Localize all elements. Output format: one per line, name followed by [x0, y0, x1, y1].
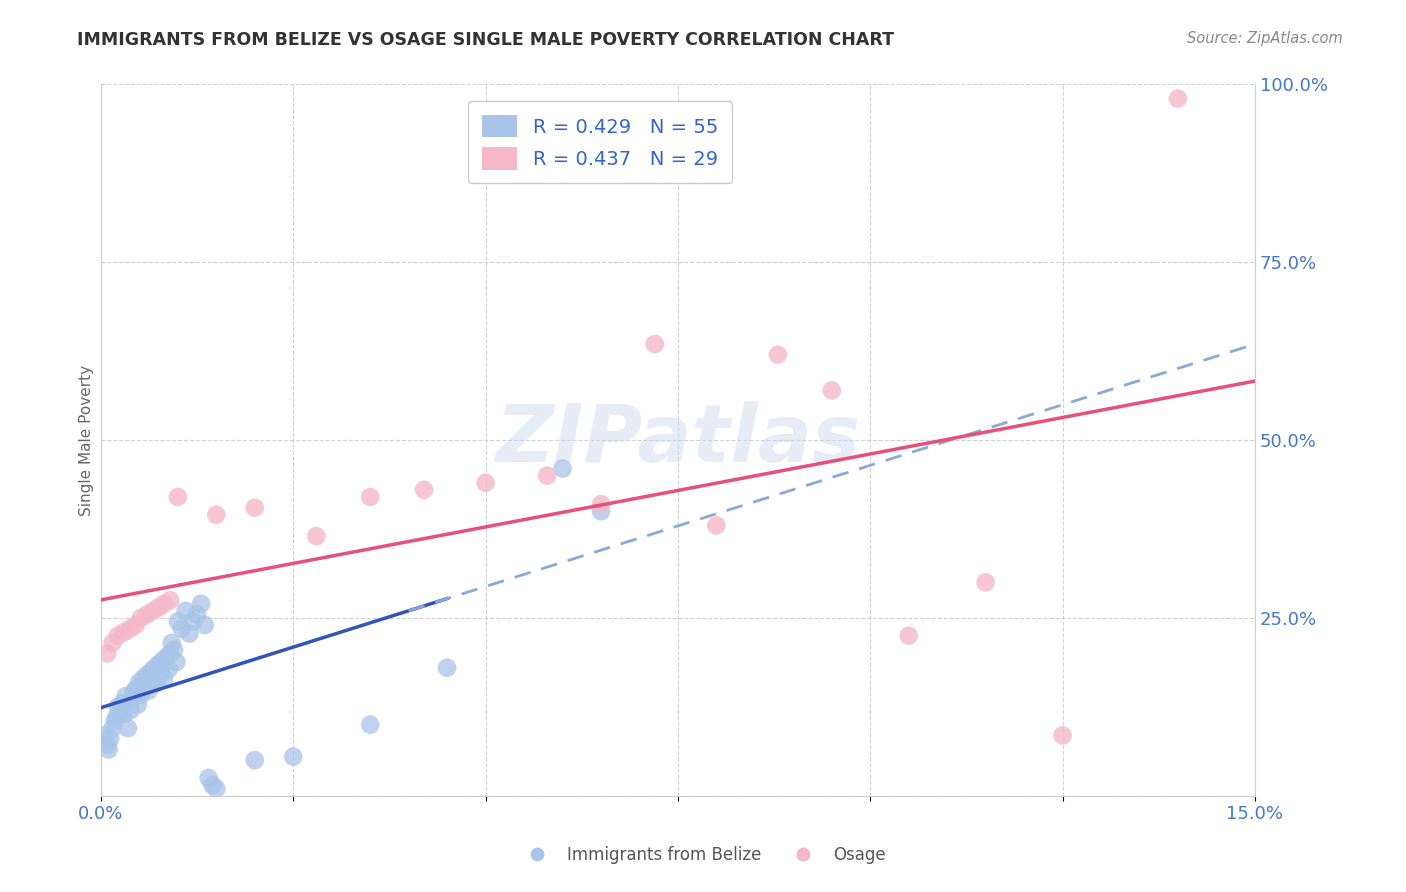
Point	[1052, 728, 1074, 742]
Text: ZIPatlas: ZIPatlas	[495, 401, 860, 479]
Point	[305, 529, 328, 543]
Point	[98, 731, 121, 746]
Point	[129, 611, 152, 625]
Point	[197, 771, 219, 785]
Point	[174, 604, 197, 618]
Point	[157, 662, 180, 676]
Point	[124, 681, 146, 696]
Point	[101, 721, 124, 735]
Point	[107, 699, 129, 714]
Point	[205, 781, 228, 796]
Point	[186, 607, 208, 622]
Point	[128, 675, 150, 690]
Point	[96, 738, 118, 752]
Legend: Immigrants from Belize, Osage: Immigrants from Belize, Osage	[513, 839, 893, 871]
Point	[132, 672, 155, 686]
Point	[122, 685, 145, 699]
Point	[974, 575, 997, 590]
Point	[163, 643, 186, 657]
Point	[897, 629, 920, 643]
Legend: R = 0.429   N = 55, R = 0.437   N = 29: R = 0.429 N = 55, R = 0.437 N = 29	[468, 102, 731, 183]
Point	[153, 597, 176, 611]
Point	[120, 703, 142, 717]
Point	[159, 593, 181, 607]
Point	[142, 604, 165, 618]
Point	[153, 672, 176, 686]
Point	[101, 636, 124, 650]
Point	[1167, 92, 1189, 106]
Point	[243, 753, 266, 767]
Point	[105, 710, 128, 724]
Point	[159, 647, 181, 661]
Point	[94, 728, 117, 742]
Point	[474, 475, 496, 490]
Point	[194, 618, 217, 632]
Point	[129, 688, 152, 702]
Point	[121, 692, 143, 706]
Point	[96, 647, 118, 661]
Point	[821, 384, 844, 398]
Point	[644, 337, 666, 351]
Point	[201, 778, 224, 792]
Point	[283, 749, 305, 764]
Point	[136, 668, 159, 682]
Point	[179, 626, 201, 640]
Point	[436, 661, 458, 675]
Point	[104, 714, 127, 728]
Point	[111, 696, 134, 710]
Point	[149, 666, 172, 681]
Point	[413, 483, 436, 497]
Point	[359, 717, 381, 731]
Point	[706, 518, 728, 533]
Point	[112, 706, 135, 721]
Point	[536, 468, 558, 483]
Point	[160, 636, 183, 650]
Point	[108, 705, 131, 719]
Point	[190, 597, 212, 611]
Point	[359, 490, 381, 504]
Point	[112, 625, 135, 640]
Point	[107, 629, 129, 643]
Point	[167, 615, 190, 629]
Point	[143, 661, 166, 675]
Point	[145, 676, 167, 690]
Point	[155, 650, 177, 665]
Point	[117, 721, 139, 735]
Point	[167, 490, 190, 504]
Point	[127, 698, 149, 712]
Point	[148, 657, 170, 672]
Point	[181, 615, 204, 629]
Point	[589, 497, 612, 511]
Y-axis label: Single Male Poverty: Single Male Poverty	[79, 365, 94, 516]
Point	[139, 665, 162, 679]
Point	[136, 607, 159, 622]
Point	[114, 689, 136, 703]
Point	[97, 742, 120, 756]
Point	[766, 348, 789, 362]
Point	[120, 622, 142, 636]
Point	[142, 673, 165, 688]
Point	[152, 654, 174, 668]
Point	[138, 683, 160, 698]
Text: Source: ZipAtlas.com: Source: ZipAtlas.com	[1187, 31, 1343, 46]
Point	[170, 622, 193, 636]
Point	[551, 461, 574, 475]
Point	[205, 508, 228, 522]
Point	[589, 504, 612, 518]
Point	[165, 655, 187, 669]
Point	[148, 600, 170, 615]
Point	[135, 679, 157, 693]
Point	[124, 618, 146, 632]
Point	[243, 500, 266, 515]
Text: IMMIGRANTS FROM BELIZE VS OSAGE SINGLE MALE POVERTY CORRELATION CHART: IMMIGRANTS FROM BELIZE VS OSAGE SINGLE M…	[77, 31, 894, 49]
